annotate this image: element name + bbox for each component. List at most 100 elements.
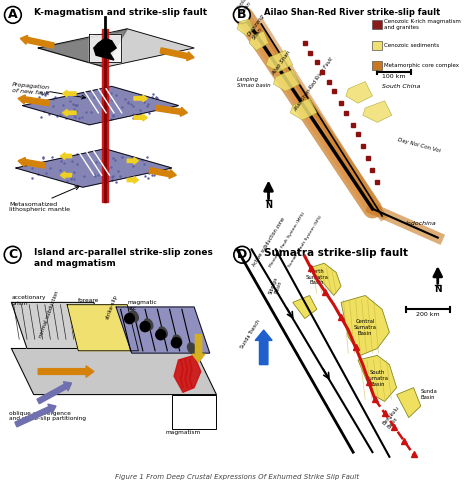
Text: K-magmatism and strike-slip fault: K-magmatism and strike-slip fault [34, 9, 207, 17]
Text: Sunda Trench: Sunda Trench [239, 319, 261, 349]
Text: Sumatra Fault System (SFS): Sumatra Fault System (SFS) [288, 215, 323, 268]
Polygon shape [346, 82, 373, 103]
Circle shape [140, 322, 150, 332]
Circle shape [172, 337, 181, 348]
Polygon shape [249, 31, 268, 50]
Text: Propagation
of new fault: Propagation of new fault [11, 82, 50, 96]
Text: Island arc-parallel strike-slip zones
and magmatism: Island arc-parallel strike-slip zones an… [34, 248, 212, 268]
Polygon shape [237, 19, 254, 36]
Polygon shape [174, 355, 201, 392]
Polygon shape [172, 395, 216, 429]
Text: Central
Sumatra
Basin: Central Sumatra Basin [354, 320, 377, 336]
FancyArrow shape [15, 404, 56, 427]
Text: 200 km: 200 km [416, 312, 440, 317]
Polygon shape [94, 38, 116, 60]
Text: Ailao Shan-Red River strike-slip fault: Ailao Shan-Red River strike-slip fault [264, 9, 440, 17]
Ellipse shape [129, 311, 138, 322]
Text: Ailao Shan: Ailao Shan [271, 50, 292, 77]
Text: Cenozoic sediments: Cenozoic sediments [384, 43, 439, 48]
Text: Indochina: Indochina [406, 221, 437, 226]
Text: North
Sumatra
Basin: North Sumatra Basin [305, 269, 328, 285]
Circle shape [156, 330, 165, 340]
Text: Bengkulu
Basin: Bengkulu Basin [382, 406, 405, 430]
Text: 100 km: 100 km [383, 74, 406, 79]
Text: Yunlong
Shan: Yunlong Shan [236, 0, 257, 14]
FancyArrow shape [127, 157, 138, 164]
Text: Figure 1 From Deep Crustal Expressions Of Exhumed Strike Slip Fault: Figure 1 From Deep Crustal Expressions O… [115, 474, 359, 480]
Text: C: C [8, 248, 17, 261]
FancyArrow shape [38, 366, 94, 377]
Text: D: D [237, 248, 247, 261]
Polygon shape [397, 388, 421, 418]
Text: magmatism: magmatism [165, 430, 201, 435]
Text: oblique convergence
and strike-slip partitioning: oblique convergence and strike-slip part… [9, 411, 86, 421]
FancyArrow shape [63, 90, 76, 97]
Text: Active subduction zone: Active subduction zone [252, 217, 286, 268]
Polygon shape [67, 305, 138, 351]
Polygon shape [90, 34, 120, 62]
Polygon shape [273, 70, 300, 91]
Text: Metasomatized
lithospheric mantle: Metasomatized lithospheric mantle [9, 202, 70, 213]
Text: Ailao Shan-Red River Fault: Ailao Shan-Red River Fault [292, 57, 334, 113]
Bar [373, 20, 382, 29]
Polygon shape [38, 29, 127, 67]
Polygon shape [363, 101, 392, 122]
Polygon shape [310, 263, 341, 296]
FancyArrow shape [18, 95, 50, 106]
Polygon shape [290, 98, 317, 120]
Polygon shape [358, 355, 397, 401]
FancyArrow shape [60, 172, 72, 179]
Polygon shape [11, 302, 105, 348]
Polygon shape [38, 29, 194, 67]
Text: magmatic
arc: magmatic arc [127, 300, 157, 311]
FancyArrow shape [60, 153, 72, 159]
Circle shape [125, 313, 135, 324]
FancyArrow shape [192, 335, 205, 362]
FancyArrow shape [127, 177, 138, 183]
Polygon shape [16, 149, 172, 187]
FancyArrow shape [156, 106, 187, 116]
Polygon shape [341, 296, 390, 355]
Polygon shape [11, 348, 216, 395]
FancyArrow shape [134, 95, 147, 102]
Text: South China: South China [382, 84, 420, 89]
FancyArrow shape [255, 330, 272, 365]
Ellipse shape [173, 335, 182, 346]
Text: Sunda
Basin: Sunda Basin [421, 389, 438, 400]
Ellipse shape [158, 327, 167, 338]
Polygon shape [101, 29, 109, 202]
Text: Mentawai Fault System (MFS): Mentawai Fault System (MFS) [268, 211, 306, 268]
FancyArrow shape [149, 168, 176, 179]
Polygon shape [23, 86, 179, 125]
Polygon shape [292, 296, 317, 319]
Ellipse shape [188, 343, 196, 354]
Text: A: A [8, 9, 18, 22]
FancyArrow shape [18, 157, 45, 168]
Text: South
Sumatra
Basin: South Sumatra Basin [366, 370, 389, 387]
Text: strike-slip: strike-slip [105, 293, 118, 320]
Text: B: B [237, 9, 246, 22]
Polygon shape [116, 307, 210, 353]
FancyArrow shape [134, 114, 147, 121]
Text: normal subduction: normal subduction [38, 290, 60, 338]
Text: Day Noi Con Voi: Day Noi Con Voi [397, 137, 440, 154]
Text: N: N [434, 285, 442, 294]
Ellipse shape [144, 319, 153, 330]
Text: accetionary
prism: accetionary prism [11, 296, 46, 306]
Text: N: N [265, 201, 272, 210]
Polygon shape [266, 50, 292, 72]
FancyArrow shape [37, 382, 72, 404]
Polygon shape [104, 29, 106, 202]
Text: Sibolga
Basin: Sibolga Basin [268, 276, 284, 297]
Text: Dianzang
Shan: Dianzang Shan [247, 13, 271, 41]
FancyArrow shape [160, 48, 194, 60]
Bar [373, 41, 382, 50]
FancyArrow shape [63, 109, 76, 116]
Text: Cenozoic K-rich magmatism
and granites: Cenozoic K-rich magmatism and granites [384, 19, 461, 30]
FancyArrow shape [20, 36, 54, 48]
Text: Metamorphic core complex: Metamorphic core complex [384, 63, 459, 68]
Bar [373, 61, 382, 70]
Text: Lanping
Simao basin: Lanping Simao basin [237, 77, 271, 88]
Text: Sumatra strike-slip fault: Sumatra strike-slip fault [264, 248, 408, 258]
Text: foreare: foreare [78, 298, 100, 303]
